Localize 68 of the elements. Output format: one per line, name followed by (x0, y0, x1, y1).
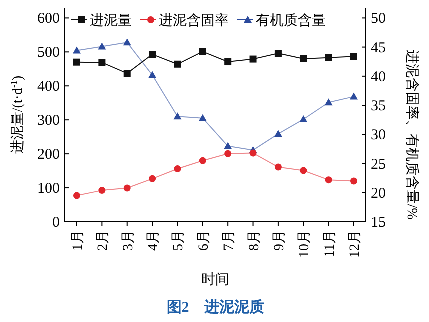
point (123, 38, 132, 46)
x-tick-label: 3月 (121, 230, 136, 251)
point (149, 175, 156, 182)
x-tick-label: 4月 (146, 230, 162, 251)
x-axis-title: 时间 (202, 272, 230, 288)
point (74, 192, 80, 200)
point (98, 187, 106, 194)
point (174, 60, 182, 68)
point (98, 59, 106, 66)
point (300, 167, 308, 174)
x-tick-label: 6月 (196, 230, 212, 251)
point (300, 116, 308, 123)
point (274, 164, 282, 171)
x-tick-label: 2月 (96, 230, 112, 251)
y2-tick-label: 25 (371, 156, 386, 173)
point (325, 176, 332, 184)
point (198, 114, 207, 122)
text: 图2 进泥泥质 (166, 299, 264, 316)
y2-tick-label: 15 (371, 215, 386, 231)
x-tick-label: 10月 (298, 230, 313, 258)
point (174, 166, 182, 173)
y-tick-label: 0 (52, 215, 60, 231)
x-tick-label: 1月 (71, 230, 86, 251)
legend-label: 有机质含量 (256, 13, 326, 29)
x-tick-label: 7月 (222, 230, 238, 251)
point (274, 130, 282, 138)
x-tick-label: 5月 (172, 230, 187, 251)
point (350, 92, 358, 100)
point (224, 142, 232, 150)
y-tick-label: 500 (38, 45, 60, 62)
point (350, 178, 358, 185)
y-tick-label: 100 (38, 181, 60, 198)
point (98, 42, 106, 50)
point (199, 48, 206, 56)
point (350, 53, 358, 60)
x-tick-label: 12月 (348, 230, 363, 258)
point (124, 184, 131, 192)
x-tick-label: 9月 (272, 230, 288, 251)
point (324, 98, 333, 106)
legend-label: 进泥含固率 (159, 13, 229, 29)
point (148, 71, 157, 78)
point (174, 112, 182, 120)
point (74, 58, 80, 66)
y-tick-label: 600 (38, 11, 60, 28)
point (224, 58, 232, 66)
legend-label: 进泥量 (90, 13, 132, 29)
y-tick-label: 300 (38, 113, 60, 130)
y2-tick-label: 20 (371, 186, 386, 202)
point (250, 56, 257, 63)
y2-tick-label: 50 (371, 11, 386, 28)
point (73, 46, 81, 54)
y2-tick-label: 30 (371, 128, 386, 144)
y2-tick-label: 35 (371, 98, 386, 115)
y2-tick-label: 45 (371, 40, 386, 56)
point (274, 50, 282, 58)
point (250, 150, 257, 157)
y-tick-label: 400 (38, 79, 60, 96)
y2-tick-label: 40 (371, 69, 386, 86)
y-tick-label: 200 (38, 147, 60, 164)
x-tick-label: 8月 (247, 230, 262, 251)
point (199, 157, 206, 164)
point (124, 70, 131, 78)
point (325, 54, 332, 62)
point (300, 55, 308, 62)
point (224, 150, 232, 158)
y2-axis-title: 进泥含固率、有机质含量/% (404, 50, 420, 220)
point (149, 51, 156, 58)
x-tick-label: 11月 (322, 230, 338, 258)
